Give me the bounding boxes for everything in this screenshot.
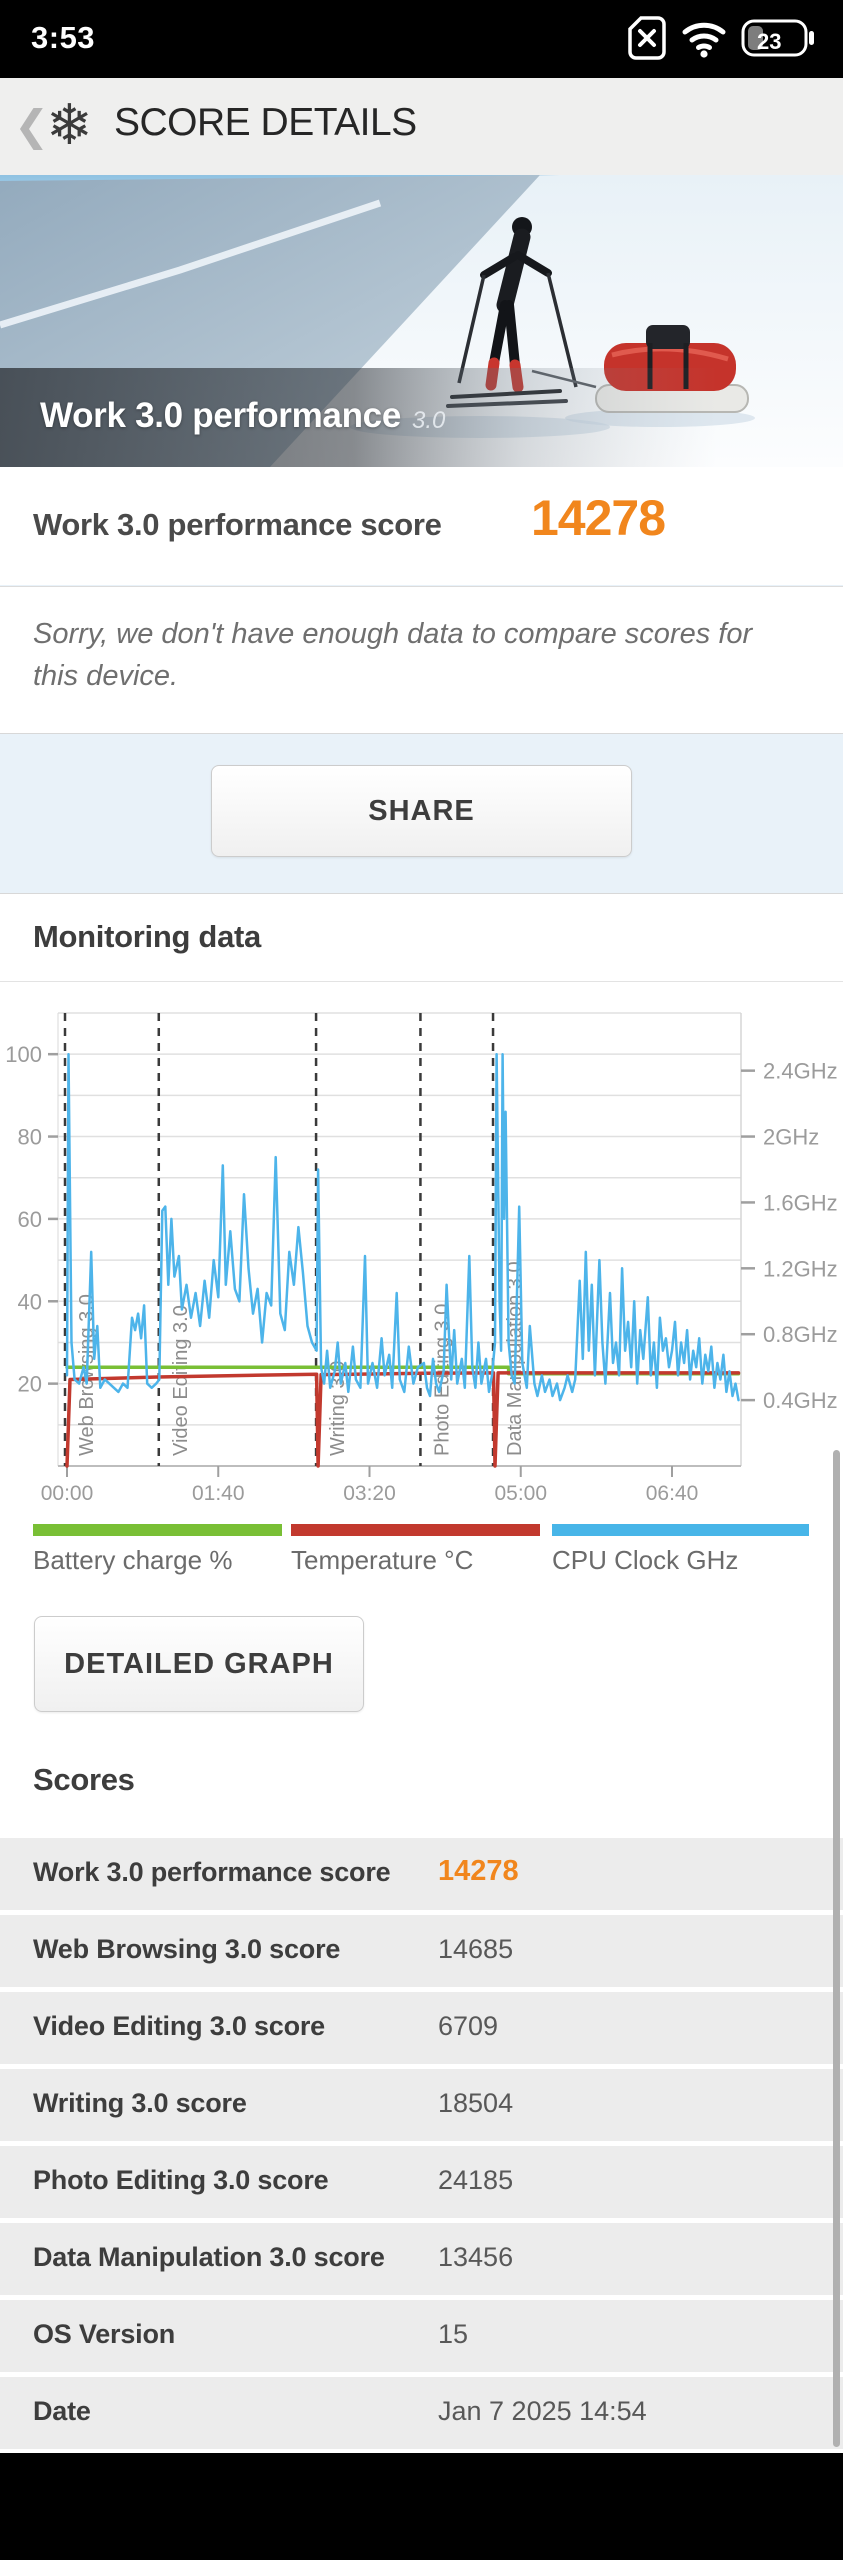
row-value: 15 [438,2319,469,2349]
svg-text:06:40: 06:40 [646,1482,699,1505]
legend-label-cpu: CPU Clock GHz [552,1545,739,1575]
svg-text:1.6GHz: 1.6GHz [763,1190,838,1215]
battery-icon [741,14,815,67]
row-label: Photo Editing 3.0 score [33,2165,329,2195]
detailed-graph-button-label: DETAILED GRAPH [64,1647,334,1680]
row-value: 24185 [438,2165,514,2195]
legend-item-battery: Battery charge % [33,1524,282,1576]
svg-text:03:20: 03:20 [343,1482,396,1505]
svg-text:05:00: 05:00 [494,1482,547,1505]
navigation-bar [0,2453,843,2560]
svg-text:20: 20 [18,1372,42,1397]
scores-card: Scores Work 3.0 performance score 14278 We… [0,1734,843,2453]
row-value: 13456 [438,2242,514,2272]
table-row: Video Editing 3.0 score 6709 [0,1992,843,2064]
row-value: 18504 [438,2088,514,2118]
hero-title: Work 3.0 performance [40,396,401,435]
share-button[interactable]: SHARE [211,765,632,857]
table-row: Photo Editing 3.0 score 24185 [0,2146,843,2218]
legend-swatch-temperature [291,1524,540,1536]
legend-swatch-cpu [552,1524,809,1536]
table-row: Web Browsing 3.0 score 14685 [0,1915,843,1987]
row-value: 14278 [438,1855,519,1887]
svg-text:0.8GHz: 0.8GHz [763,1322,838,1347]
pcmark-snowflake-icon: ❄ [46,93,93,156]
divider [0,981,843,982]
row-label: Data Manipulation 3.0 score [33,2242,385,2272]
scrollbar[interactable] [833,1450,840,2447]
row-value: 6709 [438,2011,499,2041]
table-row: Work 3.0 performance score 14278 [0,1838,843,1910]
row-label: Work 3.0 performance score [33,1857,391,1887]
compare-note-text: Sorry, we don't have enough data to comp… [33,618,753,693]
svg-text:0.4GHz: 0.4GHz [763,1388,838,1413]
page-title: SCORE DETAILS [114,101,417,144]
table-row: Date Jan 7 2025 14:54 [0,2377,843,2449]
score-summary-label: Work 3.0 performance score [33,507,442,542]
table-row: Writing 3.0 score 18504 [0,2069,843,2141]
legend-swatch-battery [33,1524,282,1536]
monitoring-card: Monitoring data 20 40 60 80 100 0.4GHz 0.8GHz 1… [0,893,843,1736]
battery-percent: 23 [757,29,782,54]
hero-version-tag: 3.0 [412,407,446,434]
svg-text:2GHz: 2GHz [763,1125,819,1150]
legend-label-temperature: Temperature °C [291,1545,474,1575]
row-label: OS Version [33,2319,176,2349]
svg-text:Data Manipulation 3.0: Data Manipulation 3.0 [504,1261,526,1456]
sim-card-x-icon [627,15,667,66]
detailed-graph-button[interactable]: DETAILED GRAPH [34,1616,364,1712]
svg-text:01:40: 01:40 [192,1482,245,1505]
compare-note-card: Sorry, we don't have enough data to comp… [0,586,843,734]
svg-text:Web Browsing 3.0: Web Browsing 3.0 [76,1294,98,1456]
hero-image: Work 3.0 performance 3.0 [0,175,843,467]
legend-item-temperature: Temperature °C [291,1524,540,1576]
svg-text:Video Editing 3.0: Video Editing 3.0 [170,1305,192,1456]
row-value: 14685 [438,1934,514,1964]
svg-text:100: 100 [5,1042,42,1067]
svg-text:Writing 3.0: Writing 3.0 [327,1361,349,1456]
table-row: OS Version 15 [0,2300,843,2372]
svg-text:00:00: 00:00 [41,1482,94,1505]
clock: 3:53 [31,20,96,55]
svg-text:80: 80 [18,1125,42,1150]
share-button-label: SHARE [368,794,475,827]
row-label: Web Browsing 3.0 score [33,1934,341,1964]
legend-item-cpu: CPU Clock GHz [552,1524,809,1576]
back-icon[interactable]: ❮ [14,102,50,149]
table-row: Data Manipulation 3.0 score 13456 [0,2223,843,2295]
hero-illustration [0,175,843,467]
row-label: Writing 3.0 score [33,2088,247,2118]
svg-text:1.2GHz: 1.2GHz [763,1256,838,1281]
svg-text:40: 40 [18,1289,42,1314]
svg-text:Photo Editing 3.0: Photo Editing 3.0 [431,1304,453,1456]
row-label: Video Editing 3.0 score [33,2011,325,2041]
monitoring-title: Monitoring data [33,919,261,954]
chart-legend: Battery charge % Temperature °C CPU Cloc… [0,1524,843,1614]
monitoring-chart: 20 40 60 80 100 0.4GHz 0.8GHz 1.2GHz 1.6GHz 2GHz 2… [5,1012,838,1505]
status-bar: 3:53 23 [0,0,843,78]
score-summary-value: 14278 [531,490,666,546]
svg-text:2.4GHz: 2.4GHz [763,1059,838,1084]
wifi-icon [681,17,727,64]
row-label: Date [33,2396,91,2426]
status-icons [627,14,815,67]
score-summary: Work 3.0 performance score 14278 [0,467,843,585]
scores-table: Work 3.0 performance score 14278 Web Brows… [0,1838,843,2454]
legend-label-battery: Battery charge % [33,1545,233,1575]
scores-title: Scores [33,1762,135,1797]
app-header: ❮ ❄ SCORE DETAILS [0,78,843,176]
svg-text:60: 60 [18,1207,42,1232]
row-value: Jan 7 2025 14:54 [438,2396,647,2426]
